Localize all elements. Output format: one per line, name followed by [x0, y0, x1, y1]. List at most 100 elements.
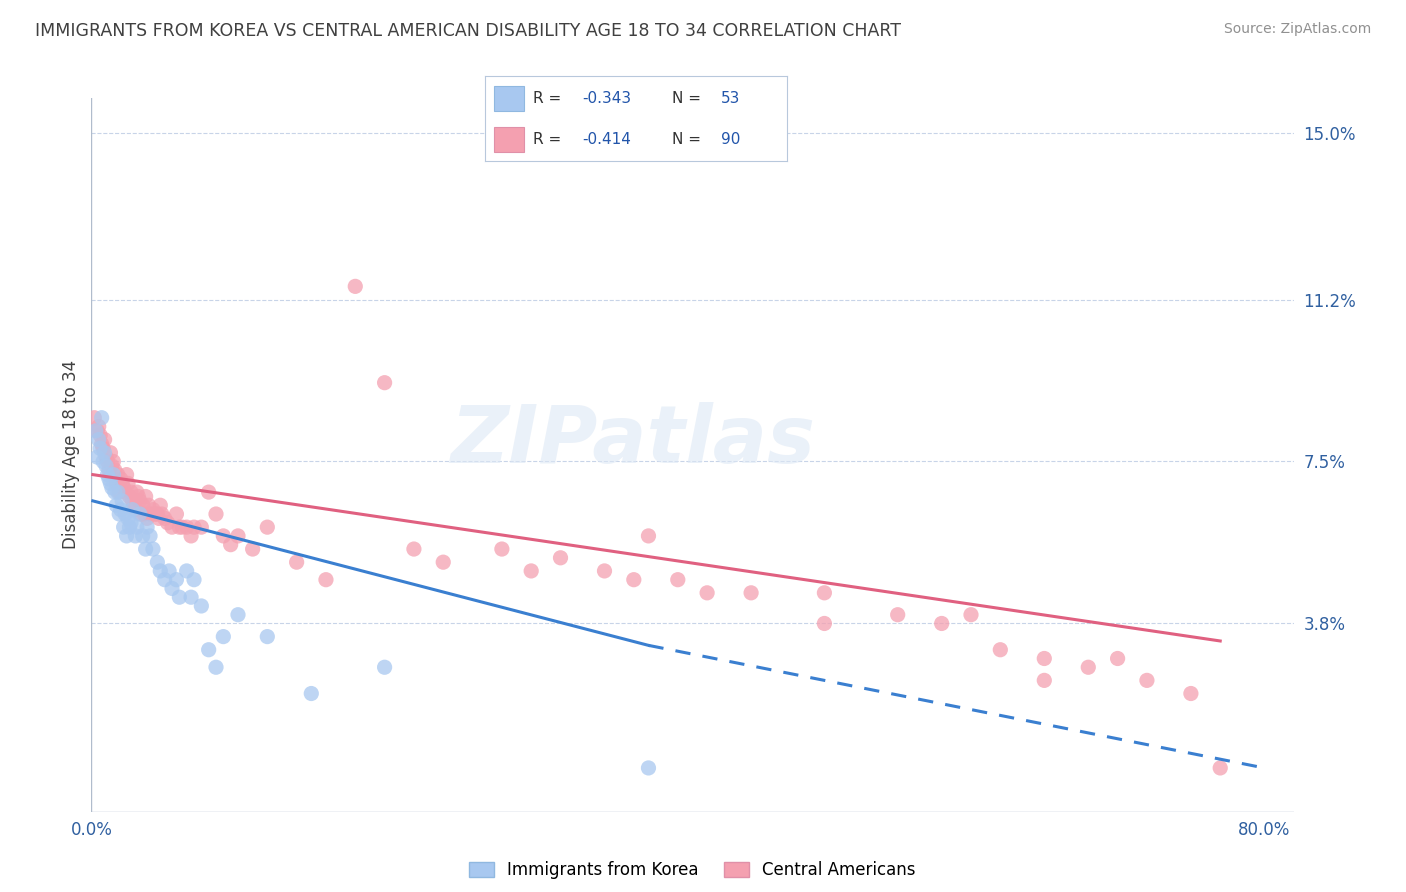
Point [120, 485, 142, 500]
Point [129, 507, 152, 521]
Point [153, 511, 176, 525]
Point [83, 410, 105, 425]
Point [169, 591, 191, 605]
Point [988, 642, 1011, 657]
Text: ZIPatlas: ZIPatlas [450, 401, 815, 480]
Point [135, 542, 157, 557]
Point [142, 502, 165, 516]
Point [315, 573, 337, 587]
Text: 90: 90 [721, 132, 740, 147]
Point [374, 376, 396, 390]
Point [1033, 651, 1056, 665]
Point [127, 490, 149, 504]
Text: 53: 53 [721, 91, 740, 106]
Text: R =: R = [533, 132, 567, 147]
Point [172, 520, 194, 534]
Point [139, 529, 162, 543]
Point [122, 498, 145, 512]
Point [148, 511, 170, 525]
Legend: Immigrants from Korea, Central Americans: Immigrants from Korea, Central Americans [463, 855, 922, 886]
Text: -0.414: -0.414 [582, 132, 631, 147]
Point [160, 520, 183, 534]
Point [118, 490, 141, 504]
Point [402, 542, 425, 557]
Point [86, 424, 108, 438]
Point [131, 498, 153, 512]
Point [131, 529, 153, 543]
Point [491, 542, 513, 557]
Point [149, 498, 172, 512]
Point [285, 555, 308, 569]
Point [91, 454, 114, 468]
Point [931, 616, 953, 631]
Point [107, 467, 129, 482]
Text: IMMIGRANTS FROM KOREA VS CENTRAL AMERICAN DISABILITY AGE 18 TO 34 CORRELATION CH: IMMIGRANTS FROM KOREA VS CENTRAL AMERICA… [35, 22, 901, 40]
Point [117, 511, 139, 525]
Point [91, 442, 114, 456]
Point [117, 476, 139, 491]
Point [96, 454, 118, 468]
Point [212, 529, 235, 543]
Point [138, 498, 160, 512]
Point [160, 582, 183, 596]
Point [90, 437, 112, 451]
Point [623, 573, 645, 587]
Point [180, 591, 202, 605]
Point [111, 476, 134, 491]
Y-axis label: Disability Age 18 to 34: Disability Age 18 to 34 [62, 360, 80, 549]
Point [696, 586, 718, 600]
Point [165, 573, 187, 587]
Point [190, 520, 212, 534]
Point [219, 538, 242, 552]
Point [183, 520, 205, 534]
Point [520, 564, 543, 578]
Point [1033, 673, 1056, 688]
Point [96, 467, 118, 482]
Point [153, 573, 176, 587]
Point [637, 529, 659, 543]
Point [112, 481, 135, 495]
Point [136, 520, 159, 534]
Point [136, 511, 159, 525]
Point [121, 494, 143, 508]
Point [146, 507, 169, 521]
Point [197, 485, 219, 500]
Point [94, 450, 117, 464]
Point [124, 529, 146, 543]
Point [176, 520, 198, 534]
Text: N =: N = [672, 132, 706, 147]
Point [960, 607, 983, 622]
Point [110, 502, 132, 516]
Point [115, 467, 138, 482]
Point [886, 607, 908, 622]
Point [242, 542, 264, 557]
FancyBboxPatch shape [494, 127, 524, 152]
Point [156, 516, 179, 530]
Point [1077, 660, 1099, 674]
Point [114, 485, 136, 500]
Text: R =: R = [533, 91, 567, 106]
Point [550, 550, 572, 565]
Point [1180, 686, 1202, 700]
Point [139, 507, 162, 521]
Point [183, 573, 205, 587]
Point [110, 472, 132, 486]
Point [143, 507, 166, 521]
Point [90, 410, 112, 425]
Point [104, 463, 127, 477]
Point [135, 490, 157, 504]
Point [125, 520, 148, 534]
Point [157, 564, 180, 578]
Point [666, 573, 689, 587]
Text: N =: N = [672, 91, 706, 106]
Point [1107, 651, 1129, 665]
Point [108, 485, 131, 500]
Point [226, 607, 249, 622]
Point [256, 630, 278, 644]
Point [197, 642, 219, 657]
Point [124, 502, 146, 516]
Point [94, 458, 117, 473]
Point [128, 507, 150, 521]
Point [103, 454, 125, 468]
Point [128, 494, 150, 508]
